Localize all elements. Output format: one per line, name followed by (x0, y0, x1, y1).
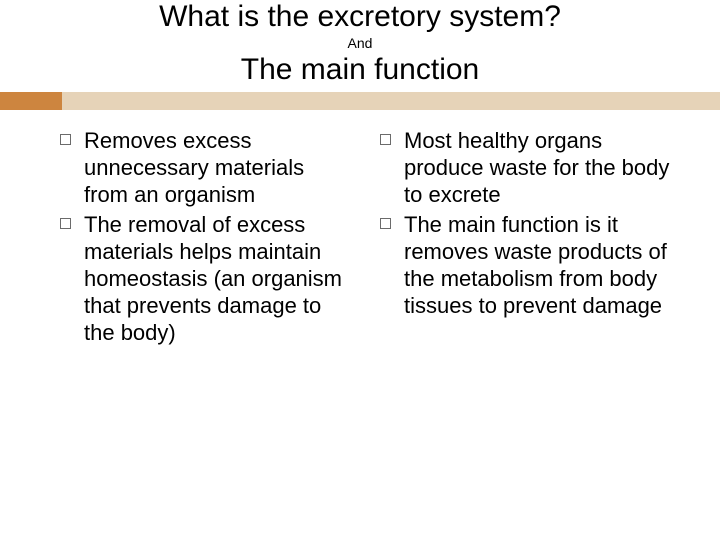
left-column: Removes excess unnecessary materials fro… (20, 128, 360, 351)
right-column: Most healthy organs produce waste for th… (360, 128, 700, 351)
bullet-text: The main function is it removes waste pr… (404, 212, 667, 317)
title-area: What is the excretory system? And The ma… (0, 0, 720, 86)
slide-title-line2: The main function (0, 53, 720, 86)
list-item: The removal of excess materials helps ma… (60, 212, 350, 346)
square-bullet-icon (380, 134, 391, 145)
bullet-text: Removes excess unnecessary materials fro… (84, 128, 304, 207)
square-bullet-icon (60, 134, 71, 145)
content-area: Removes excess unnecessary materials fro… (0, 110, 720, 351)
bullet-text: The removal of excess materials helps ma… (84, 212, 342, 344)
accent-bar (0, 92, 720, 110)
list-item: The main function is it removes waste pr… (380, 212, 680, 319)
right-bullet-list: Most healthy organs produce waste for th… (380, 128, 680, 320)
bullet-text: Most healthy organs produce waste for th… (404, 128, 669, 207)
slide-title-connector: And (0, 35, 720, 51)
square-bullet-icon (60, 218, 71, 229)
list-item: Most healthy organs produce waste for th… (380, 128, 680, 208)
square-bullet-icon (380, 218, 391, 229)
left-bullet-list: Removes excess unnecessary materials fro… (60, 128, 350, 347)
list-item: Removes excess unnecessary materials fro… (60, 128, 350, 208)
slide-title-line1: What is the excretory system? (0, 0, 720, 33)
